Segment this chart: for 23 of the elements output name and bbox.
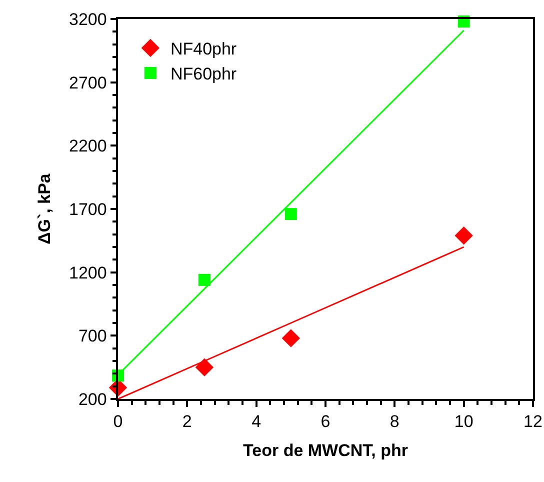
x-tick-label: 2	[182, 412, 192, 432]
x-tick-label: 0	[113, 412, 123, 432]
y-tick-label: 3200	[69, 10, 107, 29]
x-axis-title: Teor de MWCNT, phr	[243, 441, 408, 460]
legend-label: NF60phr	[170, 64, 237, 84]
x-tick-label: 8	[390, 412, 400, 432]
y-tick-label: 1700	[69, 200, 107, 219]
y-tick-label: 2200	[69, 136, 107, 156]
point	[454, 226, 473, 245]
y-tick-label: 1200	[69, 263, 107, 282]
y-tick-label: 700	[78, 326, 107, 346]
x-tick-label: 10	[454, 412, 474, 432]
y-tick-label: 200	[78, 390, 107, 409]
point	[284, 208, 297, 220]
x-tick-label: 12	[524, 412, 542, 432]
y-tick-label: 2700	[69, 73, 107, 92]
point	[195, 358, 214, 376]
point	[282, 329, 300, 348]
y-axis-title: ΔG`, kPa	[35, 173, 54, 244]
legend-label: NF40phr	[170, 40, 237, 59]
x-tick-label: 4	[252, 412, 262, 432]
point	[198, 274, 210, 286]
x-tick-label: 6	[320, 412, 330, 432]
